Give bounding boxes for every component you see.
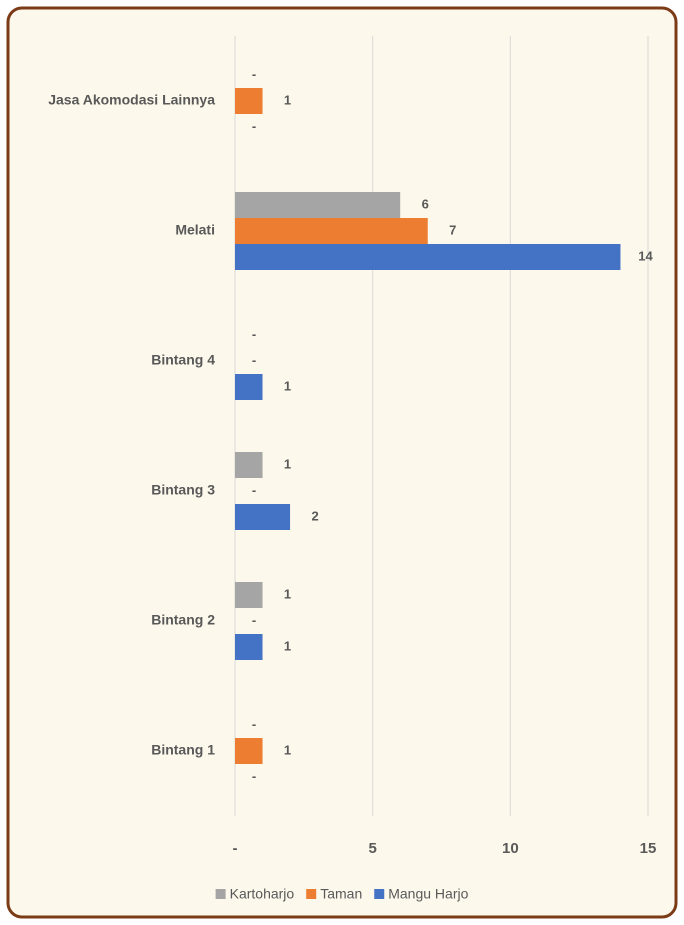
data-label: - [252,352,256,367]
bar [235,452,263,478]
data-label: - [252,118,256,133]
data-label: - [252,66,256,81]
data-label: 1 [284,586,291,601]
data-label: 1 [284,742,291,757]
bar [235,738,263,764]
bar [235,218,428,244]
legend-swatch [374,889,385,899]
legend-label: Taman [320,886,362,902]
data-label: 1 [284,378,291,393]
data-label: 7 [449,222,456,237]
bar [235,244,621,270]
bar [235,504,291,530]
x-tick-label: 5 [368,840,376,857]
bar [235,88,263,114]
bar [235,582,263,608]
y-tick-label: Melati [175,222,215,238]
data-label: 6 [422,196,429,211]
x-tick-label: 15 [640,840,657,857]
data-label: - [252,612,256,627]
x-tick-label: - [233,840,238,857]
y-tick-label: Bintang 1 [151,742,215,758]
y-tick-label: Jasa Akomodasi Lainnya [48,92,215,108]
data-label: - [252,326,256,341]
data-label: 14 [638,248,653,263]
y-tick-label: Bintang 4 [151,352,215,368]
data-label: 1 [284,638,291,653]
data-label: - [252,716,256,731]
bar [235,374,263,400]
bar [235,192,401,218]
x-tick-label: 10 [502,840,519,857]
chart-frame [6,6,678,919]
bar [235,634,263,660]
y-tick-label: Bintang 2 [151,612,215,628]
legend-label: Mangu Harjo [388,886,468,902]
data-label: 1 [284,92,291,107]
data-label: - [252,482,256,497]
data-label: 2 [311,508,318,523]
legend-label: Kartoharjo [230,886,295,902]
data-label: 1 [284,456,291,471]
y-tick-label: Bintang 3 [151,482,215,498]
legend-swatch [306,889,317,899]
data-label: - [252,768,256,783]
legend-swatch [215,889,226,899]
